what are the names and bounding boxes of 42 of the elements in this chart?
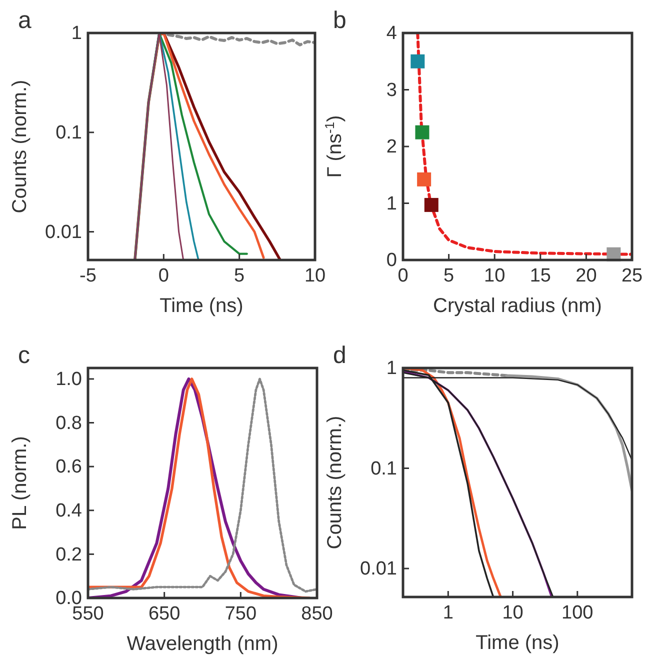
x-axis-title: Crystal radius (nm) [433, 295, 602, 317]
y-tick-label: 0.4 [56, 500, 82, 522]
x-tick-label: 850 [301, 603, 333, 624]
y-axis-title: Counts (norm.) [324, 416, 346, 550]
y-tick-label: 0.1 [56, 122, 82, 144]
x-axis-title: Time (ns) [160, 295, 244, 317]
x-tick-label: 15 [530, 265, 551, 286]
y-tick-label: 0.2 [56, 544, 82, 566]
chart-title: a [18, 7, 32, 34]
y-tick-label: 0.6 [56, 456, 82, 478]
y-tick-label: 2 [386, 136, 397, 158]
y-tick-label: 4 [386, 23, 398, 44]
y-tick-label: 1 [386, 193, 397, 214]
x-tick-label: 0 [158, 265, 169, 286]
y-tick-label: 1 [386, 358, 397, 380]
x-tick-label: 5 [444, 265, 454, 286]
y-tick-label: 1 [71, 23, 82, 44]
x-tick-label: 20 [576, 265, 597, 286]
x-tick-label: 750 [224, 603, 257, 624]
y-tick-label: 3 [386, 80, 397, 101]
x-tick-label: 25 [621, 265, 643, 286]
x-axis-title: Wavelength (nm) [126, 633, 278, 655]
x-tick-label: 1 [442, 602, 454, 624]
x-tick-label: 10 [304, 265, 326, 286]
x-tick-label: -5 [80, 265, 96, 286]
chart-title: b [333, 7, 346, 34]
x-tick-label: 5 [234, 265, 245, 286]
y-axis-title: PL (norm.) [9, 436, 31, 530]
x-tick-label: 650 [148, 603, 180, 624]
x-tick-label: 10 [484, 265, 506, 286]
y-tick-label: 0 [386, 250, 397, 272]
x-axis-title: Time (ns) [476, 632, 560, 654]
chart-title: c [18, 342, 30, 369]
x-tick-label: 10 [502, 602, 524, 624]
y-tick-label: 0.1 [370, 458, 397, 480]
chart-title: d [333, 342, 346, 369]
y-tick-label: 0.01 [45, 222, 82, 243]
y-tick-label: 0.01 [360, 558, 397, 580]
x-tick-label: 100 [562, 602, 594, 624]
y-tick-label: 0.8 [56, 412, 82, 434]
y-axis-title: Counts (norm.) [9, 80, 31, 214]
y-tick-label: 1.0 [56, 369, 82, 390]
